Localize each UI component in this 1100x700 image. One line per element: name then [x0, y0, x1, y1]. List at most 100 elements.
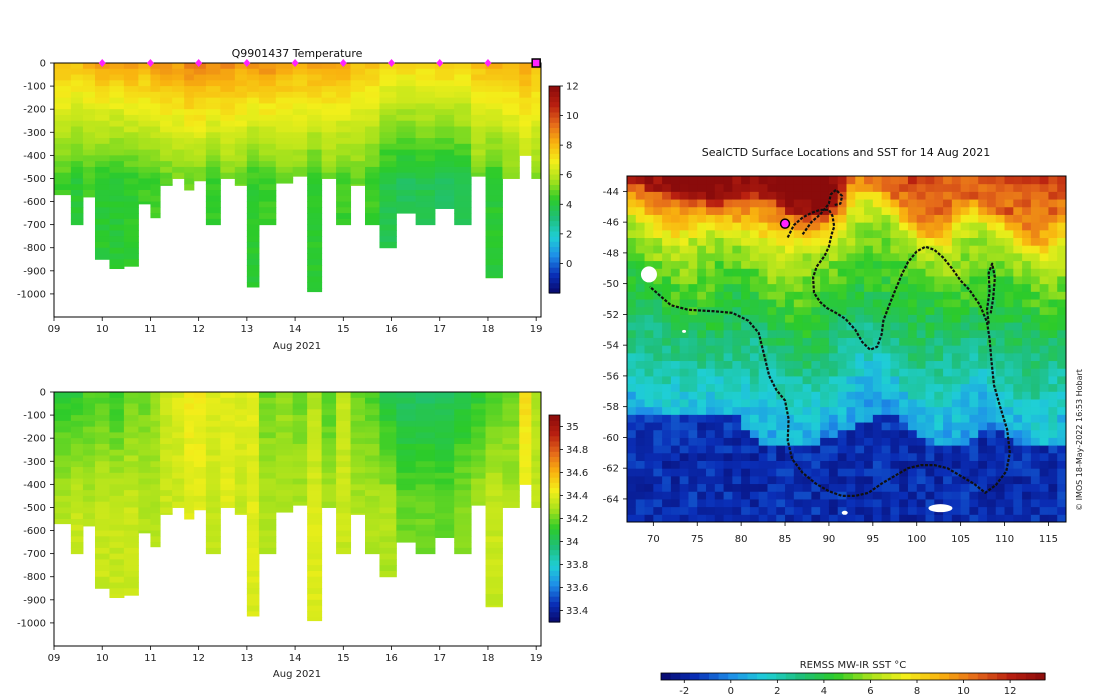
sst-cell [706, 260, 716, 269]
sst-cell [907, 183, 918, 192]
temperature-cell [109, 138, 125, 145]
temperature-cell [205, 68, 221, 76]
salinity-cell [365, 455, 380, 462]
salinity-cell [193, 478, 207, 485]
salinity-cell [70, 547, 84, 555]
sst-cell [635, 329, 646, 338]
sst-cell [890, 514, 900, 522]
sst-cell [679, 375, 689, 385]
salinity-colorbar-segment [549, 559, 560, 566]
sst-cell [951, 329, 962, 338]
sst-colorbar-tick-label: 0 [728, 686, 734, 697]
salinity-cell [379, 403, 397, 410]
salinity-cell [172, 449, 185, 456]
salinity-cell [471, 443, 487, 451]
sst-cell [1057, 406, 1066, 415]
salinity-cell [396, 420, 417, 428]
sst-cell [662, 229, 672, 239]
temperature-colorbar-segment [549, 137, 560, 144]
sst-cell [846, 422, 856, 431]
temperature-cell [82, 190, 96, 197]
sst-cell [1057, 352, 1066, 362]
sst-cell [670, 360, 681, 369]
sst-cell [1039, 322, 1049, 331]
sst-cell [846, 183, 856, 192]
salinity-cell [307, 455, 323, 462]
sst-cell [960, 206, 970, 215]
salinity-cell [485, 495, 503, 503]
sst-cell [767, 268, 777, 277]
sst-cell [899, 491, 909, 500]
temperature-cell [160, 138, 173, 145]
temperature-cell [246, 190, 260, 197]
sst-cell [837, 283, 847, 292]
temperature-cell [94, 114, 110, 122]
temperature-cell [365, 109, 380, 116]
sst-cell [670, 429, 681, 438]
sst-cell [811, 252, 821, 262]
sst-cell [688, 206, 698, 215]
salinity-cell [307, 495, 323, 503]
temperature-cell [246, 103, 260, 110]
sst-cell [653, 206, 663, 215]
sst-cell [758, 191, 768, 200]
sst-cell [670, 283, 681, 292]
temperature-cell [321, 155, 337, 162]
salinity-colorbar-segment [549, 575, 560, 582]
sst-cell [864, 422, 874, 431]
temperature-cell [70, 114, 84, 122]
sst-cell [1057, 391, 1066, 400]
sst-cell [776, 214, 786, 223]
temperature-cell [307, 282, 323, 289]
sst-cell [1022, 183, 1032, 192]
salinity-cell [172, 455, 185, 462]
sst-cell [828, 398, 839, 408]
sst-cell [776, 345, 786, 354]
temperature-cell [454, 213, 472, 220]
temperature-cell [54, 74, 72, 81]
salinity-colorbar-segment [549, 606, 560, 613]
sst-cell [1030, 245, 1041, 254]
salinity-cell [258, 420, 277, 428]
sst-cell [644, 514, 654, 522]
sst-cell [890, 368, 900, 377]
sst-colorbar-tick-label: 2 [774, 686, 780, 697]
sst-cell [1030, 183, 1041, 192]
temperature-cell [307, 149, 323, 156]
sst-cell [872, 237, 883, 246]
sst-cell [785, 483, 795, 492]
temperature-cell [502, 97, 520, 104]
salinity-cell [123, 426, 139, 433]
sst-cell [802, 452, 812, 461]
temperature-colorbar-segment [549, 173, 560, 180]
map-x-tick-label: 75 [691, 534, 704, 545]
sst-cell [978, 322, 988, 331]
temperature-cell [109, 195, 125, 203]
sst-cell [864, 222, 874, 231]
sst-cell [986, 468, 997, 477]
sst-cell [1039, 429, 1049, 438]
salinity-cell [434, 461, 455, 468]
sst-cell [697, 283, 707, 292]
sst-cell [872, 398, 883, 408]
sst-cell [811, 337, 821, 346]
salinity-cell [258, 490, 277, 497]
temperature-cell [234, 80, 248, 87]
sst-cell [627, 260, 637, 269]
sst-cell [767, 275, 777, 285]
salinity-cell [454, 409, 472, 416]
sst-cell [776, 299, 786, 308]
temperature-cell [434, 178, 455, 185]
sst-cell [1022, 283, 1032, 292]
sst-cell [934, 437, 944, 446]
sst-cell [635, 429, 646, 438]
sst-cell [1004, 322, 1014, 331]
sst-cell [785, 406, 795, 415]
sst-cell [881, 445, 891, 454]
salinity-cell [138, 455, 151, 462]
sst-cell [653, 214, 663, 223]
temperature-cell [160, 161, 173, 168]
sst-cell [943, 222, 953, 231]
temperature-cell [434, 161, 455, 168]
sst-cell [1022, 360, 1032, 369]
